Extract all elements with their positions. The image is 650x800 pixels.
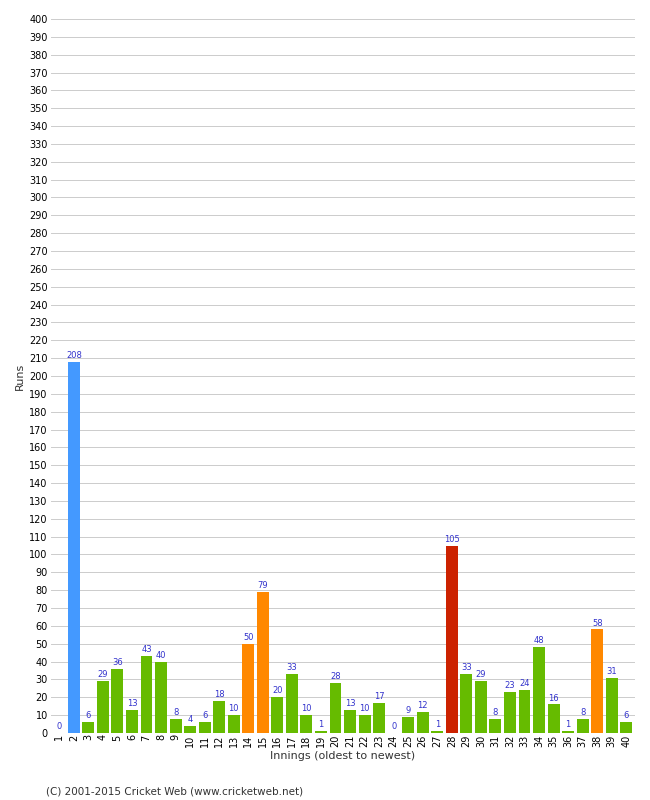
Bar xyxy=(577,718,589,733)
Text: 18: 18 xyxy=(214,690,224,699)
Text: 43: 43 xyxy=(141,646,152,654)
Bar xyxy=(272,698,283,733)
Bar xyxy=(170,718,181,733)
Bar xyxy=(402,717,414,733)
Text: 13: 13 xyxy=(344,699,356,708)
Bar xyxy=(519,690,530,733)
Text: 9: 9 xyxy=(406,706,411,715)
Bar xyxy=(460,674,473,733)
Text: 8: 8 xyxy=(493,708,498,717)
Text: 12: 12 xyxy=(417,701,428,710)
Bar xyxy=(300,715,313,733)
Bar xyxy=(359,715,370,733)
Text: 29: 29 xyxy=(476,670,486,679)
Text: 13: 13 xyxy=(127,699,137,708)
Bar xyxy=(548,704,560,733)
Bar xyxy=(489,718,501,733)
Bar xyxy=(533,647,545,733)
Text: 16: 16 xyxy=(548,694,559,702)
Bar xyxy=(475,681,487,733)
Bar xyxy=(606,678,618,733)
Bar xyxy=(242,644,254,733)
Text: 10: 10 xyxy=(229,704,239,714)
Text: 1: 1 xyxy=(566,720,571,730)
Text: 10: 10 xyxy=(301,704,312,714)
Text: 48: 48 xyxy=(534,637,544,646)
Text: 8: 8 xyxy=(173,708,178,717)
Text: 8: 8 xyxy=(580,708,586,717)
Text: 31: 31 xyxy=(606,667,617,676)
Text: 6: 6 xyxy=(202,711,207,721)
Bar xyxy=(620,722,632,733)
Text: 58: 58 xyxy=(592,618,603,628)
Bar xyxy=(592,630,603,733)
Text: 36: 36 xyxy=(112,658,123,667)
Bar xyxy=(184,726,196,733)
Text: 0: 0 xyxy=(57,722,62,731)
Bar xyxy=(126,710,138,733)
Bar xyxy=(155,662,167,733)
Text: 0: 0 xyxy=(391,722,396,731)
Text: 29: 29 xyxy=(98,670,108,679)
Text: 40: 40 xyxy=(156,650,166,660)
Text: 23: 23 xyxy=(504,681,515,690)
Bar xyxy=(213,701,225,733)
Bar xyxy=(315,731,327,733)
Bar xyxy=(373,702,385,733)
Bar xyxy=(112,669,124,733)
Text: 33: 33 xyxy=(287,663,297,672)
Text: 50: 50 xyxy=(243,633,254,642)
Bar xyxy=(68,362,80,733)
Text: 6: 6 xyxy=(623,711,629,721)
X-axis label: Innings (oldest to newest): Innings (oldest to newest) xyxy=(270,751,415,761)
Text: 33: 33 xyxy=(461,663,472,672)
Text: 6: 6 xyxy=(86,711,91,721)
Bar xyxy=(446,546,458,733)
Bar xyxy=(504,692,516,733)
Text: 24: 24 xyxy=(519,679,530,688)
Text: 4: 4 xyxy=(187,715,193,724)
Bar xyxy=(417,711,429,733)
Text: 208: 208 xyxy=(66,351,82,360)
Y-axis label: Runs: Runs xyxy=(15,362,25,390)
Bar xyxy=(432,731,443,733)
Text: 1: 1 xyxy=(435,720,440,730)
Text: 28: 28 xyxy=(330,672,341,681)
Bar xyxy=(227,715,240,733)
Text: (C) 2001-2015 Cricket Web (www.cricketweb.net): (C) 2001-2015 Cricket Web (www.cricketwe… xyxy=(46,786,303,796)
Bar xyxy=(344,710,356,733)
Bar xyxy=(140,656,153,733)
Text: 17: 17 xyxy=(374,692,384,701)
Bar xyxy=(330,683,341,733)
Bar xyxy=(257,592,269,733)
Text: 10: 10 xyxy=(359,704,370,714)
Text: 79: 79 xyxy=(257,581,268,590)
Text: 1: 1 xyxy=(318,720,324,730)
Bar xyxy=(562,731,574,733)
Bar xyxy=(199,722,211,733)
Bar xyxy=(286,674,298,733)
Text: 20: 20 xyxy=(272,686,283,695)
Text: 105: 105 xyxy=(444,534,460,544)
Bar xyxy=(83,722,94,733)
Bar xyxy=(97,681,109,733)
